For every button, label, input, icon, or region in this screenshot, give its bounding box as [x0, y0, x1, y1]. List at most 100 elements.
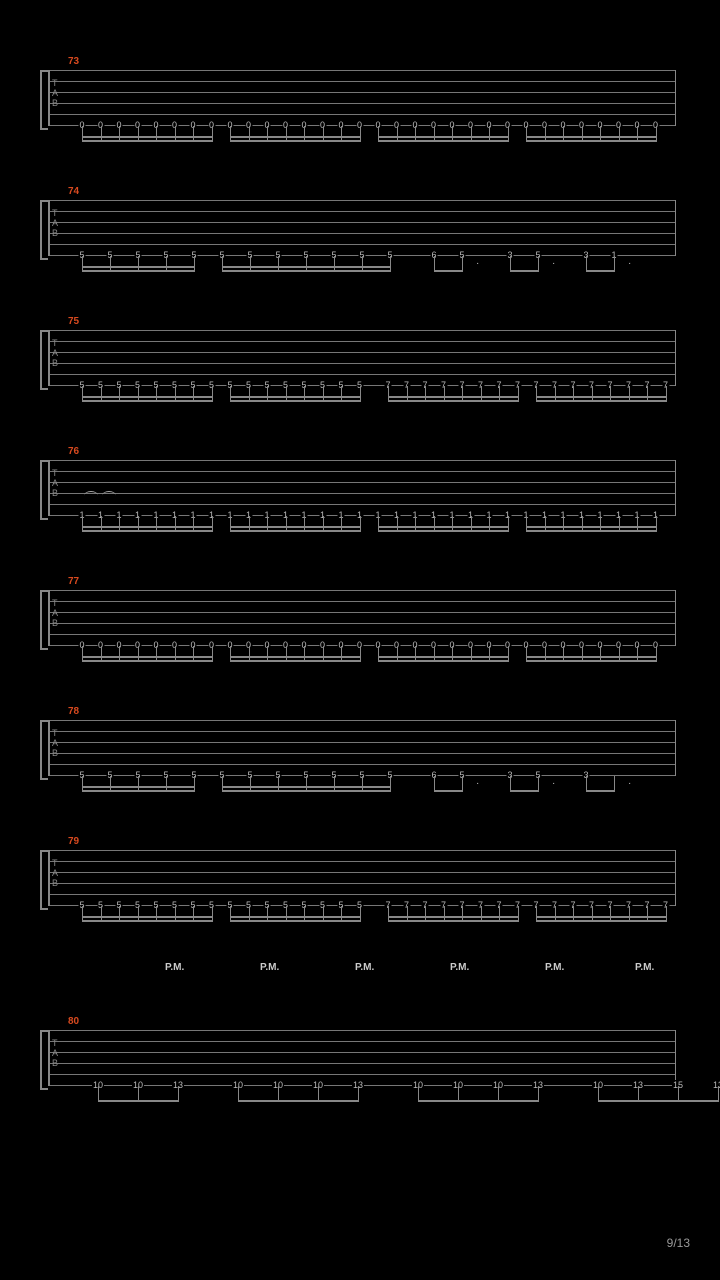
barline — [675, 590, 676, 646]
beam-group — [378, 130, 508, 144]
beam — [230, 656, 360, 658]
beam — [222, 266, 390, 268]
staff-line — [48, 601, 676, 602]
beam-group — [230, 910, 360, 924]
staff-line — [48, 1052, 676, 1053]
palm-mute-label: P.M. — [355, 962, 374, 973]
tab-system: 75TAB55555555555555557777777777777777 — [48, 330, 676, 386]
beam — [82, 656, 212, 658]
staff-line — [48, 872, 676, 873]
beam — [82, 140, 212, 142]
tab-system: 79TAB55555555555555557777777777777777 — [48, 850, 676, 906]
tab-clef-label: TAB — [52, 1038, 58, 1068]
beam — [222, 270, 390, 272]
beam — [378, 136, 508, 138]
barline — [675, 1030, 676, 1086]
beam-group — [536, 390, 666, 404]
beam — [230, 400, 360, 402]
beam-group — [82, 390, 212, 404]
beam — [526, 140, 656, 142]
palm-mute-label: P.M. — [545, 962, 564, 973]
note-stem — [538, 776, 539, 792]
tab-system: 80TAB101013101010131010101310131513 — [48, 1030, 676, 1086]
note-stem — [212, 386, 213, 402]
note-stem — [656, 516, 657, 532]
staff-bracket — [40, 590, 48, 650]
beam — [98, 1100, 178, 1102]
beam — [418, 1100, 538, 1102]
staff-bracket — [40, 460, 48, 520]
note-stem — [212, 516, 213, 532]
note-stem — [518, 386, 519, 402]
beam-group — [536, 910, 666, 924]
beam-group — [434, 260, 462, 274]
note-stem — [656, 126, 657, 142]
barline — [675, 330, 676, 386]
barline — [48, 1030, 50, 1086]
beam — [388, 400, 518, 402]
measure-number: 80 — [68, 1016, 79, 1027]
beam-group — [82, 130, 212, 144]
beam — [586, 270, 614, 272]
staff-line — [48, 482, 676, 483]
beam-group — [526, 130, 656, 144]
beam — [230, 530, 360, 532]
beam-group — [510, 260, 538, 274]
rhythm-dot: · — [628, 258, 631, 269]
tab-system: 76TAB11111111111111111111111111111111 — [48, 460, 676, 516]
barline — [48, 460, 50, 516]
beam — [82, 136, 212, 138]
barline — [48, 330, 50, 386]
beam-group — [388, 910, 518, 924]
rhythm-dot: · — [552, 778, 555, 789]
beam — [230, 396, 360, 398]
beam — [536, 400, 666, 402]
beam — [526, 526, 656, 528]
staff-line — [48, 493, 676, 494]
measure-number: 79 — [68, 836, 79, 847]
beam — [82, 660, 212, 662]
staff-line — [48, 623, 676, 624]
staff-line — [48, 81, 676, 82]
beam — [378, 526, 508, 528]
beam-group — [526, 650, 656, 664]
staff-line — [48, 363, 676, 364]
staff-line — [48, 103, 676, 104]
beam — [388, 916, 518, 918]
staff-line — [48, 352, 676, 353]
palm-mute-label: P.M. — [260, 962, 279, 973]
staff-line — [48, 504, 676, 505]
note-stem — [360, 516, 361, 532]
palm-mute-label: P.M. — [165, 962, 184, 973]
note-stem — [614, 776, 615, 792]
beam-group — [378, 520, 508, 534]
note-stem — [212, 126, 213, 142]
note-stem — [518, 906, 519, 922]
beam-group — [526, 520, 656, 534]
tab-staff: TAB101013101010131010101310131513 — [48, 1030, 676, 1086]
beam — [378, 530, 508, 532]
staff-line — [48, 861, 676, 862]
staff-line — [48, 374, 676, 375]
staff-bracket — [40, 1030, 48, 1090]
beam — [378, 660, 508, 662]
tab-staff: TAB55555555555565·35·3· — [48, 720, 676, 776]
page-number: 9/13 — [667, 1236, 690, 1250]
staff-line — [48, 634, 676, 635]
beam — [230, 920, 360, 922]
beam-group — [98, 1090, 178, 1104]
beam — [586, 790, 614, 792]
rhythm-dot: · — [476, 258, 479, 269]
beam — [230, 660, 360, 662]
beam-group — [418, 1090, 538, 1104]
staff-bracket — [40, 70, 48, 130]
note-stem — [360, 386, 361, 402]
beam — [526, 656, 656, 658]
beam — [222, 790, 390, 792]
staff-line — [48, 612, 676, 613]
staff-line — [48, 211, 676, 212]
barline — [48, 200, 50, 256]
beam-group — [82, 780, 194, 794]
barline — [675, 200, 676, 256]
staff-bracket — [40, 200, 48, 260]
